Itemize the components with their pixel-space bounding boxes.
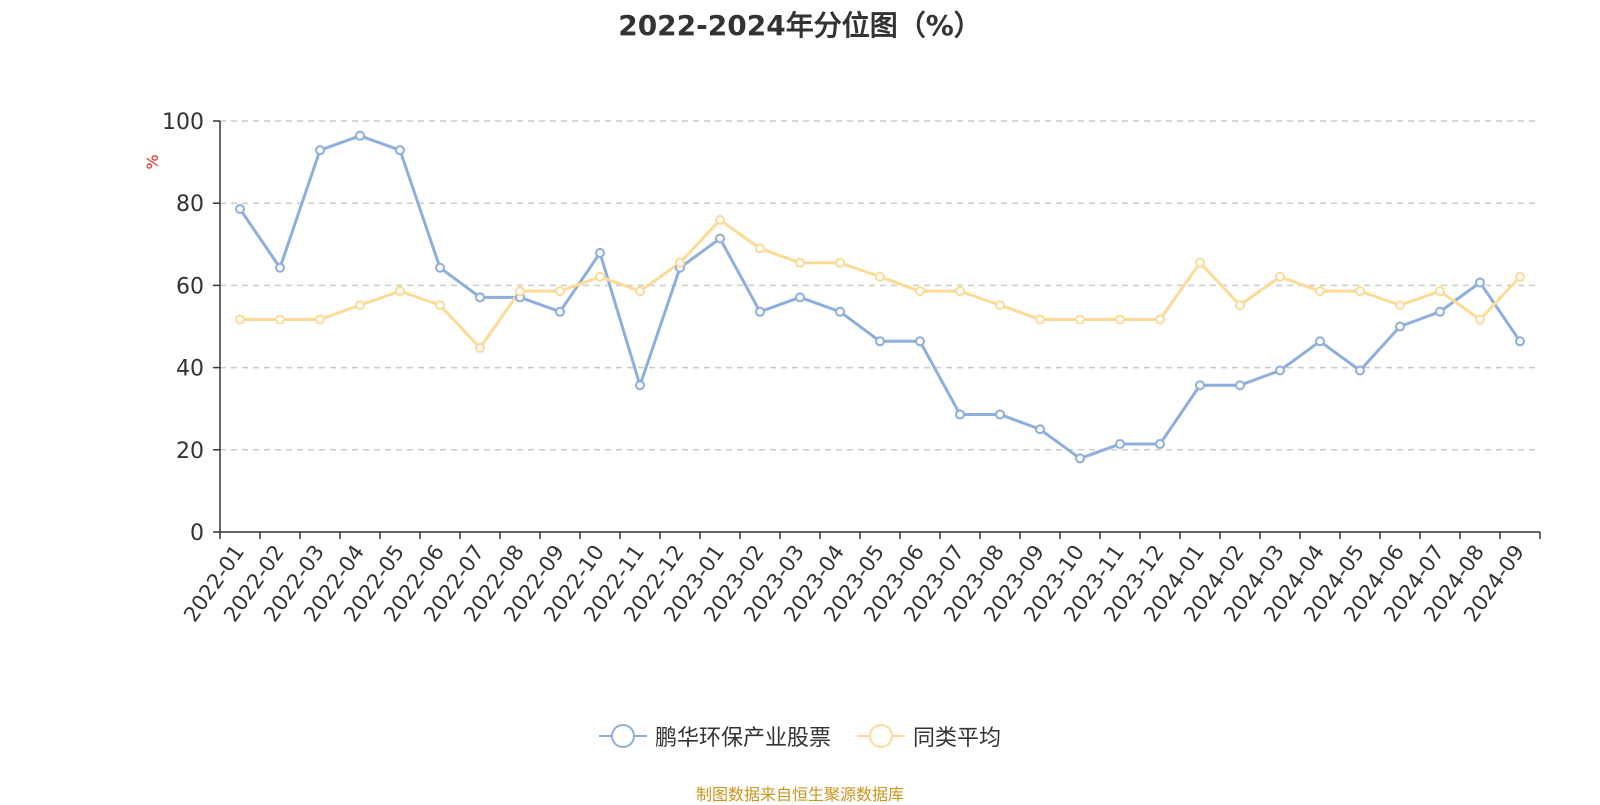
y-axis-unit-label: % [143,154,162,169]
data-point-fund [1155,439,1165,450]
data-point-peer-average [235,314,245,325]
y-tick-label: 40 [176,357,204,382]
data-point-fund [275,262,285,273]
series-layer [235,130,1525,464]
legend-item-fund[interactable]: 鹏华环保产业股票 [598,720,831,752]
data-point-peer-average [955,286,965,297]
data-point-peer-average [1195,257,1205,268]
legend-label-fund: 鹏华环保产业股票 [654,726,831,751]
data-point-peer-average [395,286,405,297]
data-source-note: 制图数据来自恒生聚源数据库 [695,785,904,804]
data-point-peer-average [1035,314,1045,325]
data-point-peer-average [715,215,725,226]
data-point-fund [1395,321,1405,332]
data-point-peer-average [915,286,925,297]
data-point-fund [1195,380,1205,391]
data-point-fund [635,380,645,391]
data-point-peer-average [995,300,1005,311]
data-point-peer-average [1075,314,1085,325]
data-point-fund [1035,424,1045,435]
data-point-fund [1075,453,1085,464]
data-point-fund [1435,306,1445,317]
data-point-peer-average [875,271,885,282]
series-line-peer-average [240,218,1522,350]
data-point-fund [795,292,805,303]
y-tick-label: 0 [190,521,204,546]
data-point-fund [995,409,1005,420]
y-tick-label: 100 [162,110,204,135]
data-point-peer-average [1395,300,1405,311]
data-point-peer-average [1115,314,1125,325]
data-point-peer-average [835,257,845,268]
data-point-peer-average [355,300,365,311]
data-point-fund [955,409,965,420]
data-point-fund [355,130,365,141]
data-point-peer-average [1235,300,1245,311]
data-point-fund [835,306,845,317]
data-point-peer-average [435,300,445,311]
data-point-peer-average [1355,286,1365,297]
y-tick-label: 20 [176,439,204,464]
data-point-peer-average [555,286,565,297]
data-point-fund [875,336,885,347]
data-point-peer-average [1275,271,1285,282]
data-point-peer-average [755,243,765,254]
y-tick-label: 60 [176,274,204,299]
chart-title: 2022-2024年分位图（%） [618,9,982,42]
data-point-peer-average [1155,314,1165,325]
data-point-peer-average [1475,314,1485,325]
legend-line-circle-icon [598,724,647,748]
data-point-peer-average [275,314,285,325]
data-point-peer-average [1435,286,1445,297]
data-point-fund [915,336,925,347]
data-point-peer-average [1315,286,1325,297]
data-point-fund [1515,336,1525,347]
series-line-fund [238,134,1522,460]
data-point-fund [395,145,405,156]
data-point-fund [555,306,565,317]
data-point-peer-average [515,286,525,297]
data-point-peer-average [595,271,605,282]
data-point-fund [755,306,765,317]
data-point-fund [715,233,725,244]
y-tick-label: 80 [176,192,204,217]
data-point-peer-average [675,257,685,268]
data-point-fund [1275,365,1285,376]
data-point-fund [475,292,485,303]
data-point-fund [1115,439,1125,450]
grid-layer [220,120,1540,451]
data-point-fund [595,247,605,258]
data-point-peer-average [795,257,805,268]
data-point-fund [1475,277,1485,288]
line-chart: 0204060801002022-012022-022022-032022-04… [143,110,1541,626]
data-point-fund [1315,336,1325,347]
legend-item-peer-average[interactable]: 同类平均 [857,720,1001,752]
data-point-fund [315,145,325,156]
data-point-peer-average [635,286,645,297]
legend: 鹏华环保产业股票 同类平均 [0,720,1600,752]
data-point-fund [435,262,445,273]
legend-line-circle-icon [857,724,905,748]
data-point-peer-average [315,314,325,325]
data-point-fund [235,203,245,214]
data-point-peer-average [475,342,485,353]
legend-label-peer-average: 同类平均 [913,726,1002,751]
data-point-fund [1355,365,1365,376]
data-point-peer-average [1515,271,1525,282]
data-point-fund [1235,380,1245,391]
